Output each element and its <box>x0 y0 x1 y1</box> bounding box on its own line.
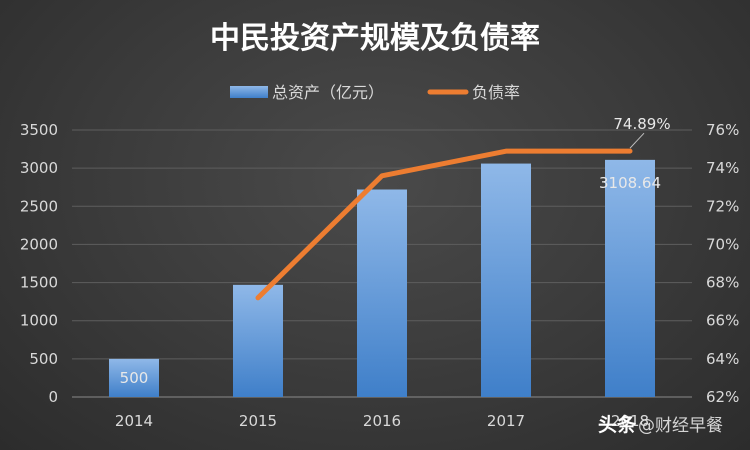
debt-ratio-line <box>255 148 633 301</box>
y-right-tick-label: 72% <box>706 197 739 215</box>
bar-data-label: 3108.64 <box>599 174 661 192</box>
bar-2015 <box>233 284 283 397</box>
y-right-tick-label: 64% <box>706 350 739 368</box>
y-left-tick-label: 3500 <box>20 121 58 139</box>
bar-series <box>109 159 655 397</box>
data-labels: 500 3108.64 74.89% <box>120 115 671 387</box>
line-series <box>255 148 633 301</box>
watermark-text: @财经早餐 <box>638 416 723 436</box>
y-right-tick-label: 62% <box>706 388 739 406</box>
line-data-label: 74.89% <box>613 115 670 133</box>
y-right-tick-label: 68% <box>706 274 739 292</box>
legend-swatch-assets <box>230 86 268 98</box>
y-right-tick-label: 74% <box>706 159 739 177</box>
left-y-axis: 0 500 1000 1500 2000 2500 3000 3500 <box>20 121 58 406</box>
bar-2018 <box>605 159 655 397</box>
y-left-tick-label: 0 <box>48 388 58 406</box>
y-right-tick-label: 76% <box>706 121 739 139</box>
legend-label-assets: 总资产（亿元） <box>272 83 384 102</box>
y-left-tick-label: 1500 <box>20 274 58 292</box>
bar-data-label: 500 <box>120 369 149 387</box>
bar-2014 <box>109 358 159 397</box>
watermark-prefix: 头条 <box>598 413 637 436</box>
bar-2016 <box>357 189 407 397</box>
x-tick-label: 2015 <box>239 412 277 430</box>
y-left-tick-label: 2500 <box>20 197 58 215</box>
right-y-axis: 62% 64% 66% 68% 70% 72% 74% 76% <box>706 121 739 406</box>
x-tick-label: 2018 <box>611 412 649 430</box>
x-axis: 2014 2015 2016 2017 2018 <box>115 412 649 430</box>
legend: 总资产（亿元） 负债率 <box>230 83 520 102</box>
x-tick-label: 2014 <box>115 412 153 430</box>
watermark: 头条 @财经早餐 <box>598 413 723 436</box>
y-left-tick-label: 500 <box>29 350 58 368</box>
y-right-tick-label: 66% <box>706 312 739 330</box>
line-label-leader <box>629 132 645 149</box>
x-tick-label: 2017 <box>487 412 525 430</box>
y-left-tick-label: 3000 <box>20 159 58 177</box>
chart-title: 中民投资产规模及负债率 <box>210 21 540 56</box>
y-left-tick-label: 1000 <box>20 312 58 330</box>
x-tick-label: 2016 <box>363 412 401 430</box>
y-left-tick-label: 2000 <box>20 235 58 253</box>
bar-2017 <box>481 163 531 397</box>
legend-label-debt-ratio: 负债率 <box>472 83 520 102</box>
y-right-tick-label: 70% <box>706 235 739 253</box>
